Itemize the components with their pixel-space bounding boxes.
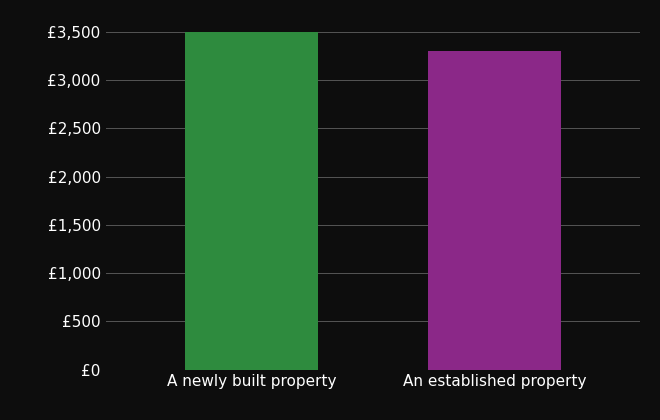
Bar — [428, 51, 561, 370]
Bar — [185, 32, 318, 370]
